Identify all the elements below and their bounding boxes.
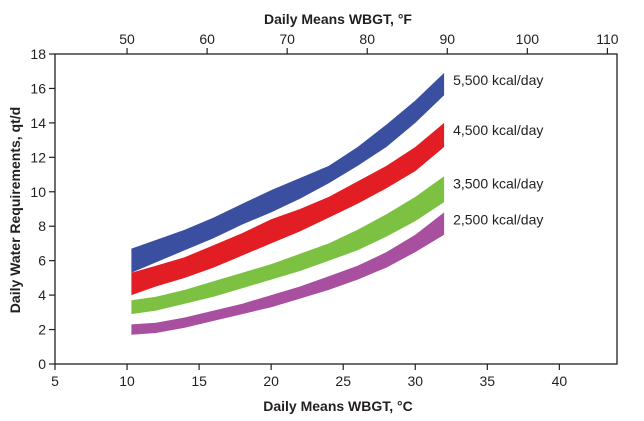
x-tick-label-top: 100 — [516, 31, 540, 47]
x-tick-label-bottom: 25 — [335, 373, 351, 389]
top-axis-title: Daily Means WBGT, °F — [264, 11, 412, 27]
x-tick-label-bottom: 5 — [51, 373, 59, 389]
x-tick-label-top: 50 — [119, 31, 135, 47]
y-axis-title: Daily Water Requirements, qt/d — [7, 107, 23, 313]
band-series-3 — [131, 212, 445, 335]
x-tick-label-top: 70 — [279, 31, 295, 47]
x-tick-label-top: 110 — [596, 31, 619, 47]
bottom-axis-title: Daily Means WBGT, °C — [263, 398, 413, 414]
x-tick-label-bottom: 15 — [191, 373, 207, 389]
x-tick-label-top: 90 — [439, 31, 455, 47]
y-tick-label: 18 — [30, 46, 46, 62]
band-label-1: 4,500 kcal/day — [453, 122, 543, 138]
band-series-1 — [131, 122, 445, 296]
x-tick-label-bottom: 10 — [119, 373, 135, 389]
plot-frame — [54, 53, 618, 365]
y-tick-label: 14 — [30, 115, 46, 131]
band-series-2 — [131, 176, 445, 315]
band-label-3: 2,500 kcal/day — [453, 211, 543, 227]
bands-layer — [131, 72, 445, 335]
y-tick-label: 16 — [30, 80, 46, 96]
axes-layer: 5 10 15 20 25 30 35 40 50 60 70 80 90 100 110 0 2 4 6 8 10 12… — [30, 31, 618, 389]
y-tick-label: 12 — [30, 149, 46, 165]
x-tick-label-bottom: 20 — [263, 373, 279, 389]
band-series-0 — [131, 72, 445, 273]
x-tick-label-top: 80 — [359, 31, 375, 47]
band-label-0: 5,500 kcal/day — [453, 72, 543, 88]
y-tick-label: 0 — [38, 356, 46, 372]
x-tick-label-bottom: 40 — [552, 373, 568, 389]
y-tick-label: 10 — [30, 184, 46, 200]
y-tick-label: 4 — [38, 287, 46, 303]
x-tick-label-bottom: 30 — [407, 373, 423, 389]
band-label-2: 3,500 kcal/day — [453, 175, 543, 191]
x-tick-label-top: 60 — [199, 31, 215, 47]
labels-layer: 5,500 kcal/day 4,500 kcal/day 3,500 kcal/d… — [453, 72, 543, 227]
x-tick-label-bottom: 35 — [480, 373, 496, 389]
y-tick-label: 6 — [38, 253, 46, 269]
y-tick-label: 2 — [38, 322, 46, 338]
y-tick-label: 8 — [38, 218, 46, 234]
